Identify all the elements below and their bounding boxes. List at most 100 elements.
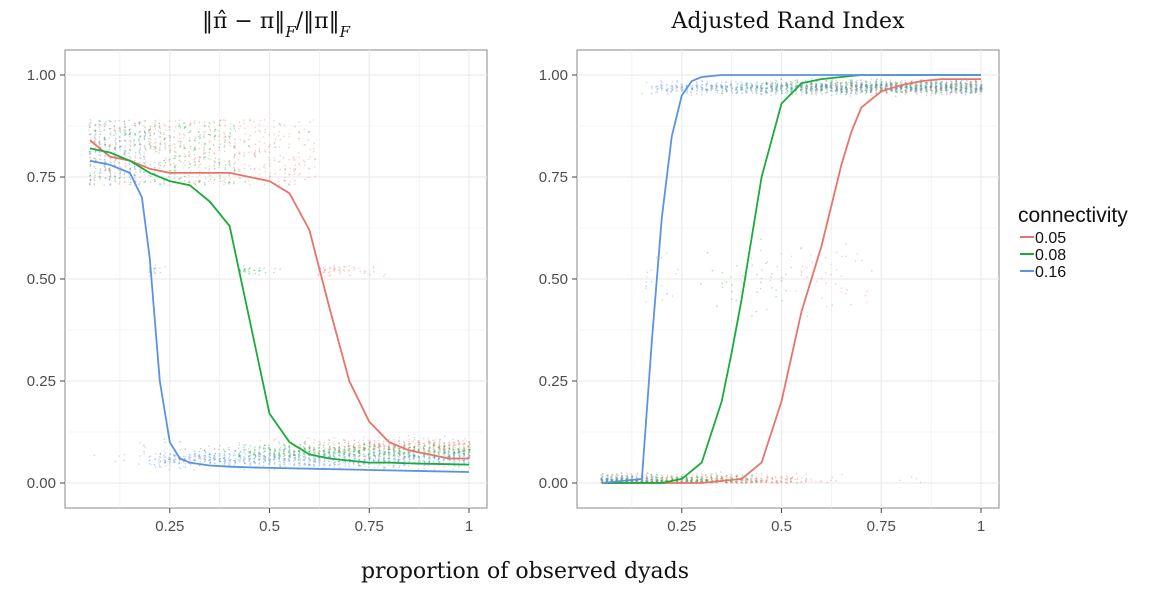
replicate-point: [407, 455, 410, 458]
replicate-point: [109, 182, 112, 185]
replicate-point: [423, 448, 426, 450]
replicate-point: [676, 473, 678, 476]
replicate-point: [144, 119, 147, 122]
replicate-point: [715, 477, 718, 480]
replicate-point: [159, 144, 161, 146]
replicate-point: [362, 436, 365, 439]
replicate-point: [168, 160, 171, 163]
replicate-point: [98, 130, 100, 133]
replicate-point: [740, 481, 742, 483]
replicate-point: [437, 457, 440, 459]
replicate-point: [182, 136, 185, 139]
replicate-point: [307, 167, 310, 169]
replicate-point: [318, 457, 321, 460]
replicate-point: [314, 450, 316, 452]
replicate-point: [418, 449, 420, 451]
replicate-point: [352, 455, 355, 458]
replicate-point: [88, 133, 91, 136]
replicate-point: [208, 154, 210, 157]
replicate-point: [303, 144, 305, 147]
replicate-point: [428, 447, 431, 449]
replicate-point: [347, 452, 350, 455]
replicate-point: [109, 175, 111, 178]
replicate-point: [359, 444, 361, 447]
replicate-point: [93, 176, 96, 179]
replicate-point: [159, 135, 161, 138]
replicate-point: [766, 474, 768, 476]
replicate-point: [388, 448, 391, 451]
replicate-point: [407, 440, 410, 443]
replicate-point: [342, 450, 345, 452]
replicate-point: [254, 462, 257, 465]
replicate-point: [338, 446, 341, 448]
replicate-point: [394, 450, 396, 453]
replicate-point: [856, 253, 859, 255]
replicate-point: [279, 448, 281, 451]
replicate-point: [711, 472, 713, 475]
replicate-point: [283, 124, 286, 127]
replicate-point: [655, 478, 657, 480]
replicate-point: [309, 446, 311, 448]
replicate-point: [312, 448, 315, 450]
replicate-point: [103, 165, 106, 168]
replicate-point: [218, 461, 221, 463]
replicate-point: [98, 142, 101, 144]
replicate-point: [239, 454, 241, 457]
replicate-point: [417, 455, 420, 457]
replicate-point: [237, 158, 240, 161]
replicate-point: [243, 122, 246, 125]
replicate-point: [811, 261, 813, 264]
replicate-point: [288, 455, 291, 457]
replicate-point: [378, 446, 381, 448]
replicate-point: [297, 453, 300, 455]
replicate-point: [428, 450, 430, 452]
replicate-point: [194, 180, 197, 182]
replicate-point: [402, 452, 405, 455]
replicate-point: [379, 455, 381, 458]
replicate-point: [109, 176, 112, 178]
replicate-point: [429, 458, 431, 461]
replicate-point: [114, 146, 117, 149]
replicate-point: [159, 452, 162, 454]
replicate-point: [109, 184, 112, 186]
replicate-point: [154, 146, 157, 148]
replicate-point: [115, 143, 117, 145]
replicate-point: [759, 249, 762, 252]
replicate-point: [247, 273, 250, 275]
replicate-point: [229, 453, 231, 456]
replicate-point: [794, 478, 797, 481]
replicate-point: [258, 458, 260, 460]
replicate-point: [755, 310, 758, 313]
replicate-point: [394, 446, 396, 449]
replicate-point: [258, 462, 261, 464]
replicate-point: [128, 130, 131, 132]
replicate-point: [620, 472, 623, 474]
replicate-point: [263, 450, 266, 453]
replicate-point: [318, 464, 320, 467]
replicate-point: [218, 161, 221, 164]
replicate-point: [277, 160, 280, 163]
replicate-point: [389, 452, 391, 454]
replicate-point: [347, 443, 350, 445]
replicate-point: [850, 303, 852, 306]
replicate-point: [128, 133, 131, 135]
replicate-point: [979, 93, 981, 95]
replicate-point: [462, 450, 465, 453]
replicate-point: [805, 267, 808, 269]
replicate-point: [269, 175, 271, 177]
replicate-point: [463, 453, 465, 455]
replicate-point: [352, 450, 355, 453]
replicate-point: [398, 466, 400, 469]
replicate-point: [751, 314, 753, 317]
replicate-point: [735, 264, 738, 267]
replicate-point: [387, 446, 390, 449]
replicate-point: [103, 125, 106, 128]
replicate-point: [268, 449, 271, 451]
replicate-point: [149, 141, 152, 144]
replicate-point: [233, 459, 236, 462]
replicate-point: [313, 142, 315, 145]
replicate-point: [452, 452, 455, 455]
replicate-point: [115, 137, 117, 140]
replicate-point: [362, 449, 365, 452]
replicate-point: [373, 440, 376, 442]
